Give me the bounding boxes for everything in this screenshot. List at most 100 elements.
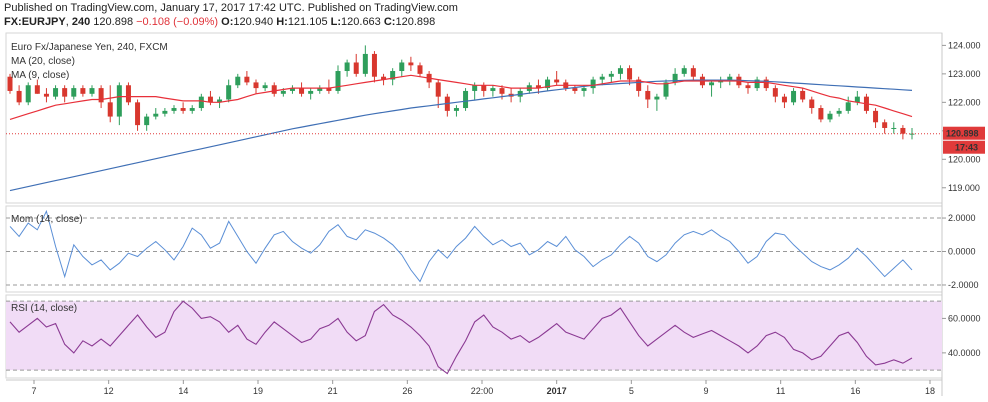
momentum-line: [9, 209, 913, 283]
price-change: −0.108 (−0.09%): [136, 16, 219, 28]
candle-body: [800, 90, 806, 100]
countdown-label: 17:43: [955, 143, 978, 153]
last-price-label: 120.898: [946, 129, 979, 139]
candle-body: [791, 90, 797, 103]
rsi-line: [9, 300, 913, 375]
candle-body: [435, 82, 441, 97]
candle-body: [854, 96, 860, 103]
candle-body: [244, 76, 250, 83]
candle-body: [135, 102, 141, 126]
candle-body: [335, 71, 341, 91]
close-value: 120.898: [395, 16, 436, 28]
candle-body: [107, 102, 113, 117]
candle-body: [317, 88, 323, 91]
ma20-line: [9, 74, 913, 120]
ma9-legend: MA (9, close): [11, 70, 69, 81]
candle-body: [43, 93, 49, 97]
candle-body: [116, 85, 122, 117]
candle-body: [672, 73, 678, 83]
candle-body: [499, 88, 505, 94]
close-key: C:: [383, 16, 396, 28]
candle-body: [891, 127, 897, 129]
candle-body: [217, 99, 223, 103]
candle-body: [645, 90, 651, 100]
candle-body: [390, 71, 396, 80]
momentum-axis-tick-label: -2.0000: [948, 280, 979, 290]
momentum-axis-tick-label: 2.0000: [948, 213, 976, 223]
rsi-axis-tick-label: 60.0000: [948, 313, 981, 323]
momentum-legend: Mom (14, close): [11, 214, 83, 225]
candle-body: [308, 90, 314, 94]
candle-body: [617, 68, 623, 74]
time-axis-tick-label: 7: [31, 386, 36, 396]
candle-body: [381, 76, 387, 80]
candle-body: [399, 62, 405, 72]
candle-body: [845, 102, 851, 111]
candle-body: [289, 88, 295, 91]
price-axis-tick-label: 120.000: [948, 154, 981, 164]
candle-body: [490, 88, 496, 91]
candle-body: [16, 90, 22, 103]
candle-body: [882, 122, 888, 128]
candle-body: [463, 90, 469, 109]
candle-body: [171, 108, 177, 111]
candle-body: [280, 90, 286, 94]
candle-body: [709, 82, 715, 86]
rsi-legend: RSI (14, close): [11, 303, 77, 314]
time-axis-tick-label: 9: [703, 386, 708, 396]
candle-body: [189, 108, 195, 111]
time-axis-tick-label: 18: [925, 386, 935, 396]
time-axis-tick-label: 19: [253, 386, 263, 396]
candle-body: [271, 85, 277, 94]
time-axis-tick-label: 5: [629, 386, 634, 396]
rsi-band: [6, 301, 942, 371]
candle-body: [162, 110, 168, 114]
time-axis-tick-label: 21: [328, 386, 338, 396]
candle-body: [654, 96, 660, 100]
candle-body: [690, 68, 696, 77]
candle-body: [299, 88, 305, 94]
candle-body: [7, 76, 13, 91]
candle-body: [827, 113, 833, 120]
candle-body: [873, 110, 879, 123]
candle-body: [89, 88, 95, 94]
candle-body: [627, 68, 633, 80]
rsi-axis-tick-label: 40.0000: [948, 348, 981, 358]
candle-body: [900, 127, 906, 134]
symbol-quote-bar: FX:EURJPY, 240 120.898 −0.108 (−0.09%) O…: [4, 16, 436, 28]
candle-body: [362, 53, 368, 74]
published-notice: Published on TradingView.com, January 17…: [4, 2, 458, 14]
candle-body: [681, 68, 687, 74]
candle-body: [663, 82, 669, 97]
open-key: O:: [221, 16, 234, 28]
candle-body: [25, 85, 31, 103]
candle-body: [572, 88, 578, 91]
candle-body: [745, 85, 751, 89]
time-axis-tick-label: 16: [850, 386, 860, 396]
price-axis-tick-label: 124.000: [948, 40, 981, 50]
candle-body: [226, 85, 232, 100]
candle-body: [262, 85, 268, 89]
countdown-tag: [943, 140, 985, 154]
candle-body: [772, 88, 778, 97]
low-key: L:: [330, 16, 342, 28]
candle-body: [408, 62, 414, 66]
candle-body: [481, 85, 487, 91]
candle-body: [818, 108, 824, 120]
candle-body: [781, 96, 787, 103]
candle-body: [763, 79, 769, 89]
candle-body: [98, 88, 104, 103]
candle-body: [727, 76, 733, 80]
candle-body: [144, 116, 150, 126]
high-value: 121.105: [287, 16, 328, 28]
candle-body: [636, 79, 642, 91]
candle-body: [34, 85, 40, 94]
time-axis-tick-label: 26: [402, 386, 412, 396]
price-axis-tick-label: 122.000: [948, 97, 981, 107]
price-axis-tick-label: 123.000: [948, 69, 981, 79]
candle-body: [545, 79, 551, 89]
low-value: 120.663: [341, 16, 381, 28]
candle-body: [53, 88, 59, 97]
price-axis-tick-label: 119.000: [948, 183, 980, 193]
